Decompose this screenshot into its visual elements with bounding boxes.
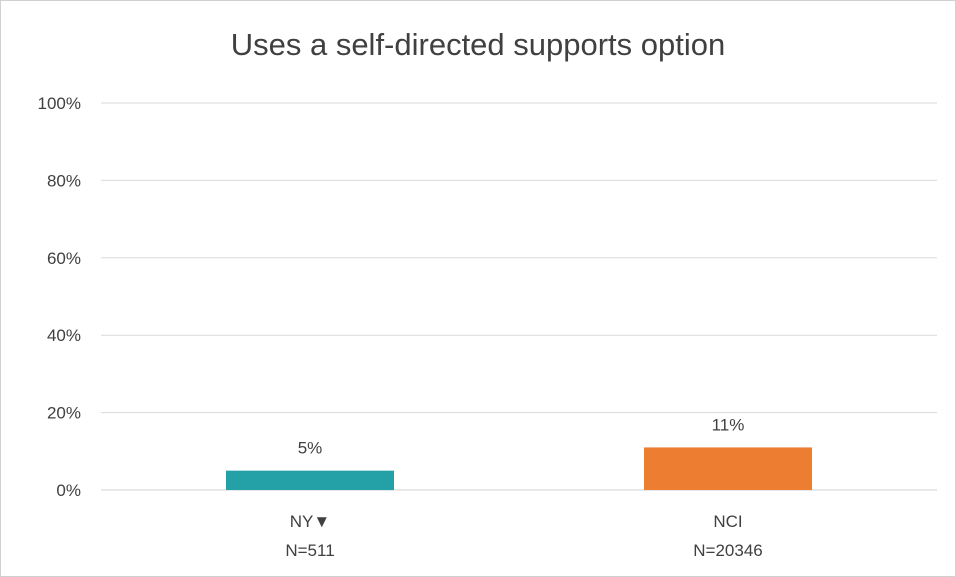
y-tick-label: 80%: [47, 171, 81, 190]
data-label: 5%: [298, 439, 323, 458]
y-tick-label: 100%: [38, 94, 81, 113]
data-label: 11%: [712, 415, 745, 434]
category-label: NCI: [713, 512, 742, 531]
chart-title: Uses a self-directed supports option: [230, 27, 726, 62]
category-sample-size: N=20346: [693, 541, 762, 560]
bar: [226, 470, 394, 490]
y-tick-label: 0%: [56, 481, 81, 500]
bar: [644, 447, 812, 490]
y-tick-label: 60%: [47, 249, 81, 268]
y-tick-label: 40%: [47, 326, 81, 345]
category-sample-size: N=511: [285, 541, 334, 560]
y-tick-label: 20%: [47, 404, 81, 423]
category-label: NY▼: [290, 512, 330, 531]
